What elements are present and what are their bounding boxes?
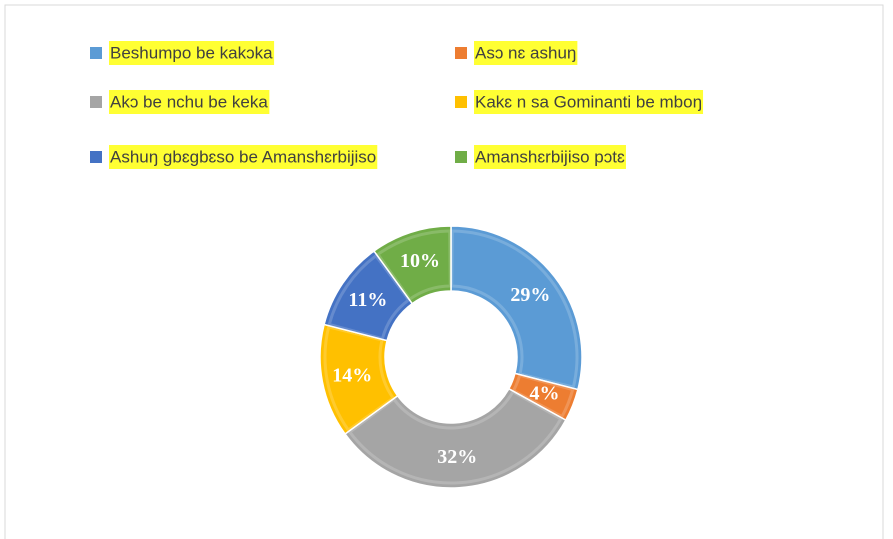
doughnut-slice [450,225,583,391]
legend-label: Asɔ nɛ ashuŋ [475,43,576,62]
legend-swatch [455,96,467,108]
legend-highlight [474,41,578,65]
data-label: 10% [400,250,440,272]
legend-swatch [455,47,467,59]
legend-label: Beshumpo be kakɔka [110,43,273,62]
doughnut-slice [343,387,567,489]
legend-label: Akɔ be nchu be keka [110,92,268,111]
slice-bevel [375,229,452,302]
legend-highlight [474,90,704,114]
legend-highlight [109,90,270,114]
slice-bevel [323,325,396,433]
legend-swatch [90,151,102,163]
doughnut-slice [372,225,452,305]
legend-swatch [90,96,102,108]
legend-label: Ashuŋ gbɛgbɛso be Amanshɛrbijiso [110,147,376,166]
legend-highlight [109,145,378,169]
legend-label: Amanshɛrbijiso pɔtɛ [475,147,625,166]
slice-bevel [347,389,563,485]
data-label: 4% [529,383,559,405]
legend-highlight [474,145,626,169]
slice-bevel [327,253,411,341]
data-label: 11% [348,289,387,311]
legend-label: Kakɛ n sa Gominanti be mboŋ [475,92,702,111]
data-label: 14% [332,364,372,386]
data-label: 29% [510,284,550,306]
legend-highlight [109,41,275,65]
legend-swatch [90,47,102,59]
data-label: 32% [437,446,477,468]
legend-swatch [455,151,467,163]
slice-bevel [450,229,579,389]
